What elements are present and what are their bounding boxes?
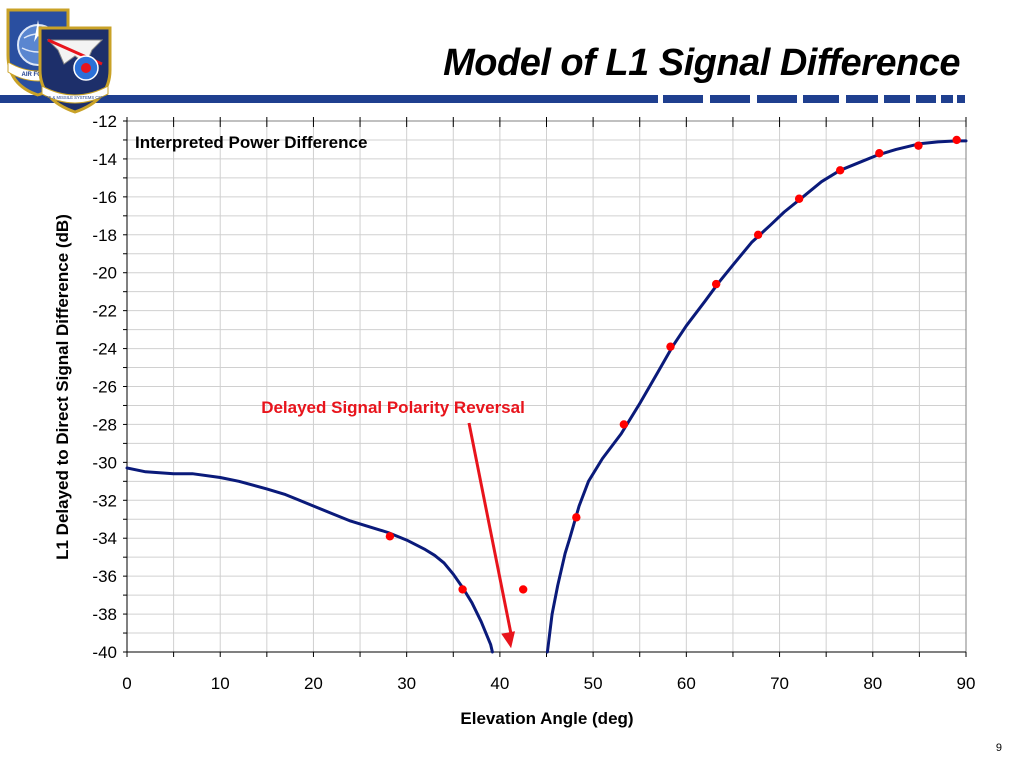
data-point (952, 135, 961, 145)
chart-title: Interpreted Power Difference (135, 133, 367, 152)
x-tick-label: 20 (304, 674, 323, 693)
logo-lettering-left: AIR FORCE (22, 72, 55, 78)
slide-title: Model of L1 Signal Difference (443, 42, 960, 84)
axes: 0 10 20 30 40 50 60 70 80 90 -12 -14 -16 -18 -20 -22 -24… (92, 112, 975, 693)
grid (127, 121, 966, 652)
x-tick-label: 40 (490, 674, 509, 693)
annotations (467, 422, 516, 649)
series (125, 135, 968, 654)
title-bar (0, 95, 965, 103)
title-bar-dash-6 (884, 95, 910, 103)
data-point (385, 532, 395, 541)
y-tick-label: -22 (92, 302, 117, 321)
annotation-arrowhead-icon (501, 631, 516, 649)
x-tick-label: 60 (677, 674, 696, 693)
air-force-space-command-logo: AIR FORCE SPACE & MISSILE SYSTEMS CENTER (6, 8, 113, 114)
data-point (875, 149, 884, 158)
title-bar-dash-4 (803, 95, 839, 103)
annotation-arrow-line (467, 422, 513, 635)
x-tick-label: 70 (770, 674, 789, 693)
data-point (666, 342, 675, 351)
y-tick-label: -26 (92, 378, 117, 397)
title-bar-dash-8 (941, 95, 953, 103)
x-tick-label: 10 (211, 674, 230, 693)
data-point (711, 279, 721, 289)
page-number: 9 (995, 742, 1002, 754)
data-point (794, 194, 804, 203)
x-tick-label: 80 (863, 674, 882, 693)
y-tick-label: -30 (92, 453, 117, 472)
y-tick-label: -32 (92, 491, 117, 510)
series-line-segment (545, 139, 968, 654)
annotation-polarity-reversal: Delayed Signal Polarity Reversal (261, 398, 525, 417)
data-point (914, 141, 923, 150)
y-tick-label: -14 (92, 150, 117, 169)
y-tick-label: -20 (92, 264, 117, 283)
y-tick-label: -28 (92, 415, 117, 434)
data-point (572, 513, 581, 522)
x-axis-label: Elevation Angle (deg) (460, 709, 633, 728)
y-tick-label: -24 (92, 340, 117, 359)
x-tick-label: 50 (584, 674, 603, 693)
title-bar-dash-9 (957, 95, 965, 103)
y-tick-label: -18 (92, 226, 117, 245)
data-point (619, 420, 629, 429)
y-tick-label: -12 (92, 112, 117, 131)
x-tick-label: 0 (122, 674, 131, 693)
logo-lettering-right: SPACE & MISSILE SYSTEMS CENTER (37, 95, 112, 100)
data-point (518, 585, 528, 594)
title-bar-dash-3 (757, 95, 797, 103)
title-bar-solid (0, 95, 658, 103)
data-point (753, 230, 763, 239)
x-tick-label: 90 (957, 674, 976, 693)
x-tick-label: 30 (397, 674, 416, 693)
y-tick-label: -16 (92, 188, 117, 207)
series-line-segment (125, 466, 494, 654)
y-tick-label: -38 (92, 605, 117, 624)
data-point (458, 585, 467, 594)
y-tick-label: -36 (92, 567, 117, 586)
y-tick-label: -34 (92, 529, 117, 548)
title-bar-dash-1 (663, 95, 703, 103)
title-bar-dash-5 (846, 95, 878, 103)
title-bar-dash-7 (916, 95, 936, 103)
title-bar-dash-2 (710, 95, 750, 103)
y-tick-label: -40 (92, 643, 117, 662)
y-axis-label: L1 Delayed to Direct Signal Difference (… (53, 214, 72, 560)
data-point (835, 166, 845, 175)
